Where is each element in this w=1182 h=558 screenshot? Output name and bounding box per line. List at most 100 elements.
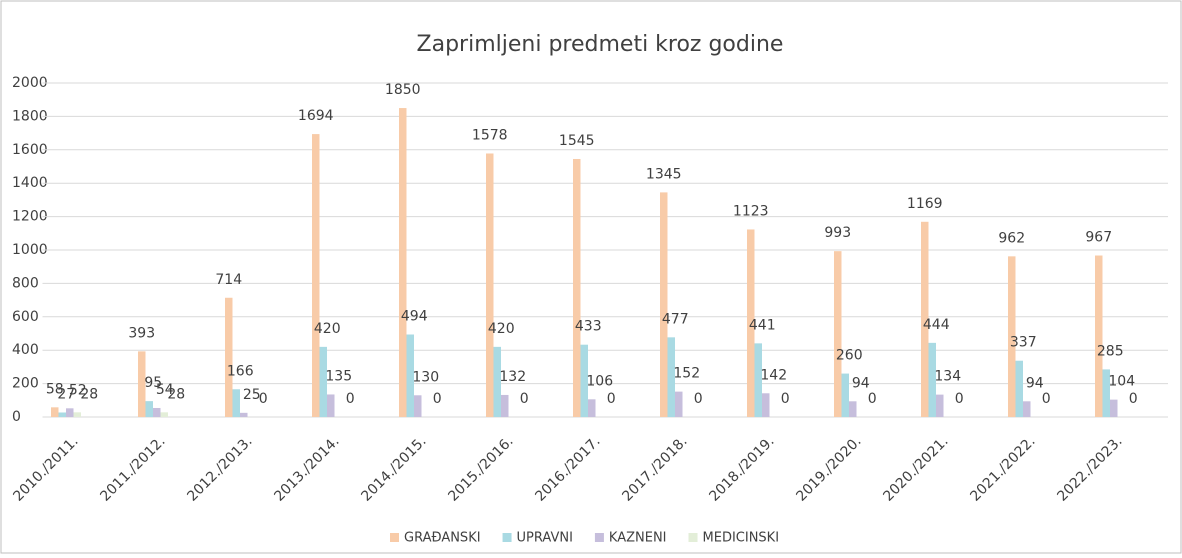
data-label: 967 <box>1085 230 1112 246</box>
data-label: 441 <box>749 317 776 333</box>
data-label: 166 <box>227 363 254 379</box>
data-label: 0 <box>868 391 877 407</box>
bar <box>406 334 414 417</box>
legend-swatch <box>502 533 512 542</box>
data-label: 142 <box>760 367 787 383</box>
bar <box>1102 369 1110 417</box>
data-label: 134 <box>934 369 961 385</box>
data-label: 135 <box>325 368 352 384</box>
bar <box>1110 399 1118 417</box>
bar <box>580 344 588 417</box>
data-label: 54 <box>156 382 174 398</box>
bar <box>58 412 66 417</box>
bar <box>145 401 153 417</box>
bar <box>1023 401 1031 417</box>
y-tick-label: 400 <box>12 342 39 358</box>
data-label: 260 <box>836 348 863 364</box>
y-tick-label: 1000 <box>12 242 48 258</box>
data-label: 962 <box>998 230 1025 246</box>
data-label: 0 <box>1042 391 1051 407</box>
bar <box>327 394 335 417</box>
legend-swatch <box>594 533 604 542</box>
bar <box>73 412 81 417</box>
data-label: 1850 <box>385 82 421 98</box>
data-label: 0 <box>694 391 703 407</box>
bar <box>138 351 146 417</box>
y-tick-label: 1600 <box>12 142 48 158</box>
bar <box>754 343 762 417</box>
bar <box>225 297 233 417</box>
bar <box>312 134 320 418</box>
legend-label: GRAĐANSKI <box>404 531 481 546</box>
data-label: 337 <box>1010 335 1037 351</box>
bar <box>928 342 936 417</box>
data-label: 152 <box>673 366 700 382</box>
y-tick-label: 1800 <box>12 108 48 124</box>
bar <box>1095 255 1103 417</box>
bar <box>747 229 755 417</box>
data-label: 132 <box>499 369 526 385</box>
legend-label: UPRAVNI <box>517 531 573 546</box>
data-label: 285 <box>1097 343 1124 359</box>
data-label: 0 <box>781 391 790 407</box>
data-label: 0 <box>955 391 964 407</box>
y-tick-label: 2000 <box>12 75 48 91</box>
data-label: 106 <box>586 373 613 389</box>
data-label: 1545 <box>559 133 595 149</box>
legend-label: KAZNENI <box>609 531 667 546</box>
bar <box>232 389 240 417</box>
data-label: 494 <box>401 309 428 325</box>
data-label: 58 <box>46 381 64 397</box>
bar <box>834 251 842 417</box>
data-label: 52 <box>69 382 87 398</box>
bar <box>1008 256 1016 417</box>
bar <box>160 412 168 417</box>
legend-label: MEDICINSKI <box>703 531 780 546</box>
legend-swatch <box>390 533 399 542</box>
data-label: 1169 <box>907 196 943 212</box>
data-label: 28 <box>80 386 98 402</box>
data-label: 1123 <box>733 203 769 219</box>
data-label: 94 <box>1026 375 1044 391</box>
data-label: 714 <box>215 272 242 288</box>
data-label: 104 <box>1108 374 1135 390</box>
data-label: 0 <box>259 391 268 407</box>
data-label: 1345 <box>646 166 682 182</box>
data-label: 420 <box>488 321 515 337</box>
bar <box>936 394 944 417</box>
y-tick-label: 1200 <box>12 209 48 225</box>
bar <box>66 408 74 417</box>
bar <box>841 373 849 417</box>
data-label: 444 <box>923 317 950 333</box>
y-tick-label: 1400 <box>12 175 48 191</box>
bar <box>240 412 248 417</box>
data-label: 0 <box>433 391 442 407</box>
bar <box>573 158 581 418</box>
data-label: 130 <box>412 369 439 385</box>
y-tick-label: 600 <box>12 309 39 325</box>
bar <box>414 395 422 417</box>
bar <box>501 394 509 417</box>
data-label: 0 <box>346 391 355 407</box>
bar <box>675 391 683 417</box>
data-label: 433 <box>575 319 602 335</box>
chart-title: Zaprimljeni predmeti kroz godine <box>417 32 784 57</box>
data-label: 1694 <box>298 108 334 124</box>
data-label: 27 <box>57 386 75 402</box>
bar <box>486 153 494 417</box>
data-label: 0 <box>1129 391 1138 407</box>
legend-swatch <box>688 533 698 542</box>
data-label: 393 <box>128 325 155 341</box>
bar <box>849 401 857 417</box>
bar <box>1015 360 1023 417</box>
data-label: 28 <box>167 386 185 402</box>
y-tick-label: 200 <box>12 376 39 392</box>
bar <box>667 337 675 417</box>
bar <box>762 393 770 417</box>
bar <box>51 407 59 417</box>
data-label: 94 <box>852 375 870 391</box>
y-tick-label: 0 <box>12 409 21 425</box>
bar <box>319 346 327 417</box>
